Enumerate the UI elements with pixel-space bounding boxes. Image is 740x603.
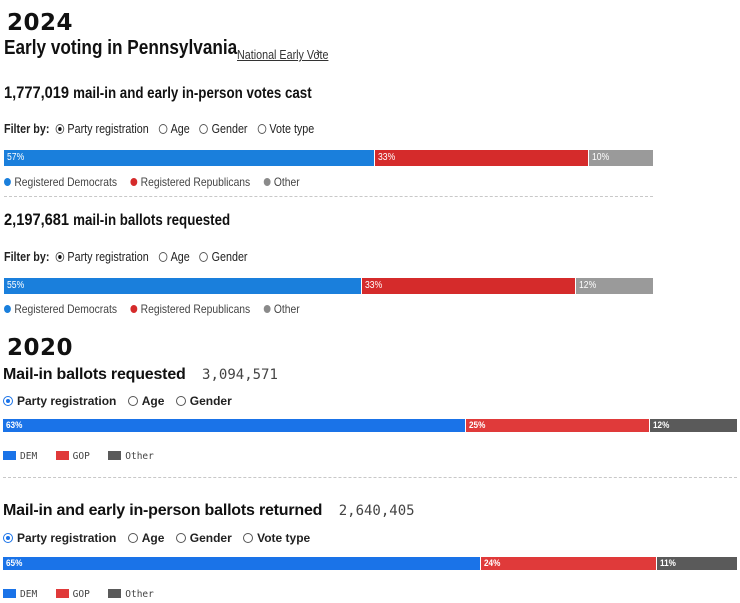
- filter-party-registration[interactable]: Party registration: [55, 250, 149, 264]
- votes-cast-heading: 1,777,019 mail-in and early in-person vo…: [4, 83, 362, 103]
- bar-segment-gop: 33%: [360, 278, 576, 294]
- radio-selected-icon[interactable]: [55, 124, 64, 134]
- bar-segment-gop: 25%: [465, 419, 649, 432]
- radio-icon[interactable]: [175, 533, 186, 543]
- legend-2020-requested: DEM GOP Other: [3, 446, 168, 464]
- national-early-vote-link-label: National Early Vote: [237, 48, 329, 62]
- divider: [3, 477, 737, 478]
- filter-row-2020-requested: Party registration Age Gender: [3, 394, 240, 408]
- chevron-right-icon: ›: [316, 44, 321, 59]
- filter-row-2020-returned: Party registration Age Gender Vote type: [3, 531, 318, 545]
- year-2024-heading: 2024: [7, 10, 74, 36]
- radio-icon[interactable]: [127, 396, 138, 406]
- bar-segment-dem: 55%: [4, 278, 361, 294]
- radio-icon[interactable]: [199, 124, 209, 134]
- ballots-requested-count: 2,197,681: [4, 210, 70, 229]
- filter-age[interactable]: Age: [158, 122, 190, 136]
- bar-segment-other: 12%: [575, 278, 653, 294]
- votes-cast-bar: 57% 33% 10%: [4, 150, 653, 166]
- ballots-returned-title: Mail-in and early in-person ballots retu…: [3, 502, 323, 519]
- mail-in-requested-title: Mail-in ballots requested: [3, 366, 186, 383]
- ballots-requested-bar: 55% 33% 12%: [4, 278, 653, 294]
- radio-icon[interactable]: [175, 396, 186, 406]
- radio-icon[interactable]: [158, 252, 168, 262]
- filter-age[interactable]: Age: [158, 250, 190, 264]
- mail-in-requested-bar: 63% 25% 12%: [3, 419, 737, 432]
- filter-party-registration[interactable]: Party registration: [3, 394, 116, 408]
- legend-item-dem: Registered Democrats: [4, 175, 117, 189]
- ballots-returned-bar: 65% 24% 11%: [3, 557, 737, 570]
- filter-label: Filter by:: [4, 122, 50, 136]
- ballots-requested-heading: 2,197,681 mail-in ballots requested: [4, 210, 267, 230]
- dem-dot-icon: [4, 178, 11, 186]
- bar-segment-dem: 65%: [3, 557, 481, 570]
- bar-segment-other: 11%: [656, 557, 737, 570]
- bar-segment-other: 10%: [588, 150, 653, 166]
- mail-in-requested-title-row: Mail-in ballots requested 3,094,571: [3, 366, 278, 384]
- other-swatch-icon: [108, 589, 122, 598]
- legend-item-gop: GOP: [55, 589, 90, 600]
- legend-item-other: Other: [263, 302, 300, 316]
- radio-icon[interactable]: [243, 533, 254, 543]
- votes-cast-count: 1,777,019: [4, 83, 70, 102]
- filter-party-registration[interactable]: Party registration: [55, 122, 149, 136]
- ballots-requested-label: mail-in ballots requested: [73, 212, 231, 229]
- radio-icon[interactable]: [257, 124, 266, 134]
- filter-gender[interactable]: Gender: [175, 394, 232, 408]
- filter-gender[interactable]: Gender: [199, 122, 248, 136]
- filter-row-ballots-requested: Filter by: Party registration Age Gender: [4, 248, 295, 266]
- national-early-vote-link[interactable]: National Early Vote: [237, 46, 343, 64]
- bar-segment-dem: 63%: [3, 419, 466, 432]
- year-2020-heading: 2020: [7, 335, 74, 361]
- filter-age[interactable]: Age: [127, 531, 164, 545]
- mail-in-requested-count: 3,094,571: [202, 367, 278, 383]
- bar-segment-other: 12%: [648, 419, 737, 432]
- filter-age[interactable]: Age: [127, 394, 164, 408]
- ballots-returned-count: 2,640,405: [338, 503, 415, 519]
- legend-item-other: Other: [108, 589, 154, 600]
- legend-item-gop: Registered Republicans: [130, 302, 250, 316]
- legend-item-dem: DEM: [3, 451, 37, 462]
- legend-item-dem: DEM: [3, 589, 37, 600]
- legend-item-other: Other: [108, 451, 154, 462]
- legend-item-other: Other: [263, 175, 300, 189]
- radio-selected-icon[interactable]: [55, 252, 64, 262]
- gop-dot-icon: [130, 178, 138, 186]
- bar-segment-dem: 57%: [4, 150, 374, 166]
- filter-gender[interactable]: Gender: [199, 250, 248, 264]
- divider: [4, 196, 653, 197]
- radio-selected-icon[interactable]: [3, 396, 13, 406]
- votes-cast-label: mail-in and early in-person votes cast: [73, 85, 312, 102]
- radio-selected-icon[interactable]: [3, 533, 13, 543]
- dem-swatch-icon: [3, 589, 16, 598]
- page-title: Early voting in Pennsylvania: [4, 37, 238, 59]
- legend-item-dem: Registered Democrats: [4, 302, 117, 316]
- filter-vote-type[interactable]: Vote type: [257, 122, 314, 136]
- gop-dot-icon: [130, 305, 138, 313]
- bar-segment-gop: 33%: [373, 150, 589, 166]
- dem-swatch-icon: [3, 451, 16, 460]
- legend-2020-returned: DEM GOP Other: [3, 584, 168, 602]
- legend-item-gop: Registered Republicans: [130, 175, 250, 189]
- filter-row-votes-cast: Filter by: Party registration Age Gender…: [4, 120, 373, 138]
- legend-votes-cast: Registered Democrats Registered Republic…: [4, 173, 360, 191]
- filter-vote-type[interactable]: Vote type: [243, 531, 310, 545]
- ballots-returned-title-row: Mail-in and early in-person ballots retu…: [3, 502, 415, 520]
- gop-swatch-icon: [55, 451, 69, 460]
- radio-icon[interactable]: [127, 533, 138, 543]
- dem-dot-icon: [4, 305, 11, 313]
- radio-icon[interactable]: [158, 124, 168, 134]
- filter-gender[interactable]: Gender: [175, 531, 232, 545]
- radio-icon[interactable]: [199, 252, 209, 262]
- bar-segment-gop: 24%: [480, 557, 657, 570]
- other-dot-icon: [263, 178, 271, 186]
- legend-ballots-requested: Registered Democrats Registered Republic…: [4, 300, 360, 318]
- filter-label: Filter by:: [4, 250, 50, 264]
- page-title-row: Early voting in Pennsylvania: [4, 37, 275, 60]
- other-dot-icon: [263, 305, 271, 313]
- other-swatch-icon: [108, 451, 122, 460]
- gop-swatch-icon: [55, 589, 69, 598]
- filter-party-registration[interactable]: Party registration: [3, 531, 116, 545]
- legend-item-gop: GOP: [55, 451, 90, 462]
